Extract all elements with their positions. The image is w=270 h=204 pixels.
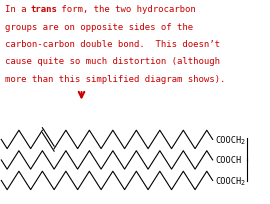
Text: carbon-carbon double bond.  This doesn’t: carbon-carbon double bond. This doesn’t xyxy=(5,40,220,49)
Text: 2: 2 xyxy=(241,138,244,144)
Text: 2: 2 xyxy=(241,179,244,185)
Text: cause quite so much distortion (although: cause quite so much distortion (although xyxy=(5,57,220,66)
Text: groups are on opposite sides of the: groups are on opposite sides of the xyxy=(5,22,193,31)
Text: COOCH: COOCH xyxy=(215,135,241,144)
Text: In a: In a xyxy=(5,5,32,14)
Text: trans: trans xyxy=(31,5,57,14)
Text: COOCH: COOCH xyxy=(215,176,241,185)
Text: form, the two hydrocarbon: form, the two hydrocarbon xyxy=(56,5,195,14)
Text: COOCH: COOCH xyxy=(215,156,241,165)
Text: more than this simplified diagram shows).: more than this simplified diagram shows)… xyxy=(5,74,225,83)
